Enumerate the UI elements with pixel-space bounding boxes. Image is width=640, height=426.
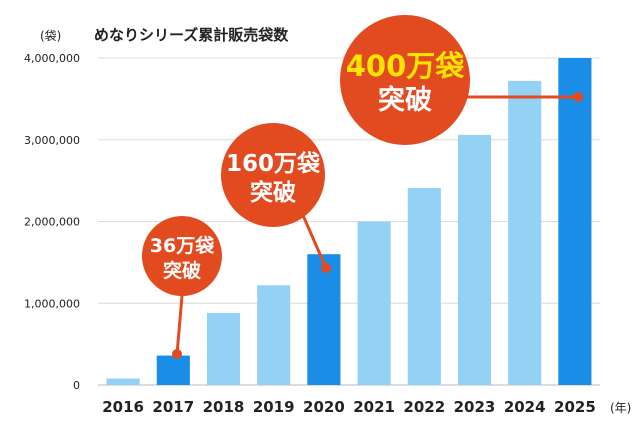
y-tick-label: 3,000,000 <box>24 134 80 147</box>
callout-label: 突破 <box>163 259 201 282</box>
callout-amount: 36万袋 <box>150 234 215 257</box>
bars <box>106 58 592 385</box>
callout-bubble <box>340 15 470 145</box>
callout-bubble <box>221 123 325 227</box>
x-tick-labels: 2016 2017 2018 2019 2020 2021 2022 2023 2024 2025 <box>102 398 596 416</box>
callout-leader <box>175 295 184 355</box>
x-tick-label: 2018 <box>203 398 245 416</box>
y-tick-label: 4,000,000 <box>24 52 80 65</box>
bar-2022 <box>407 187 441 385</box>
x-tick-label: 2020 <box>303 398 345 416</box>
y-axis-label: (袋) <box>40 29 61 43</box>
callout-dot <box>321 263 331 273</box>
bar-2020 <box>307 254 341 385</box>
bar-2023 <box>457 134 492 385</box>
bar-2016 <box>106 378 140 385</box>
callout-amount: 400万袋 <box>346 49 465 83</box>
callout-leader <box>300 212 328 269</box>
y-tick-label: 0 <box>73 379 80 392</box>
y-tick-label: 1,000,000 <box>24 297 80 310</box>
x-axis-label: (年) <box>610 401 631 415</box>
chart-title: めなりシリーズ累計販売袋数 <box>94 26 289 44</box>
bar-2017 <box>156 355 190 385</box>
callout-amount: 160万袋 <box>226 150 321 177</box>
y-tick-label: 2,000,000 <box>24 216 80 229</box>
callout-dot <box>573 92 583 102</box>
bar-2024 <box>508 80 542 385</box>
callout-label: 突破 <box>378 84 432 116</box>
callout-dot <box>172 349 182 359</box>
bar-2018 <box>206 313 241 385</box>
bar-2025 <box>558 58 592 385</box>
callout-bubble <box>142 216 222 296</box>
x-tick-label: 2016 <box>102 398 144 416</box>
y-tick-labels: 0 1,000,000 2,000,000 3,000,000 4,000,000 <box>24 52 80 392</box>
x-tick-label: 2021 <box>353 398 395 416</box>
x-tick-label: 2025 <box>554 398 596 416</box>
bar-2021 <box>357 221 391 385</box>
callout-label: 突破 <box>250 179 296 206</box>
x-tick-label: 2022 <box>403 398 445 416</box>
bar-2019 <box>257 285 291 385</box>
x-tick-label: 2019 <box>253 398 295 416</box>
x-tick-label: 2023 <box>454 398 496 416</box>
x-tick-label: 2017 <box>152 398 194 416</box>
x-tick-label: 2024 <box>504 398 546 416</box>
